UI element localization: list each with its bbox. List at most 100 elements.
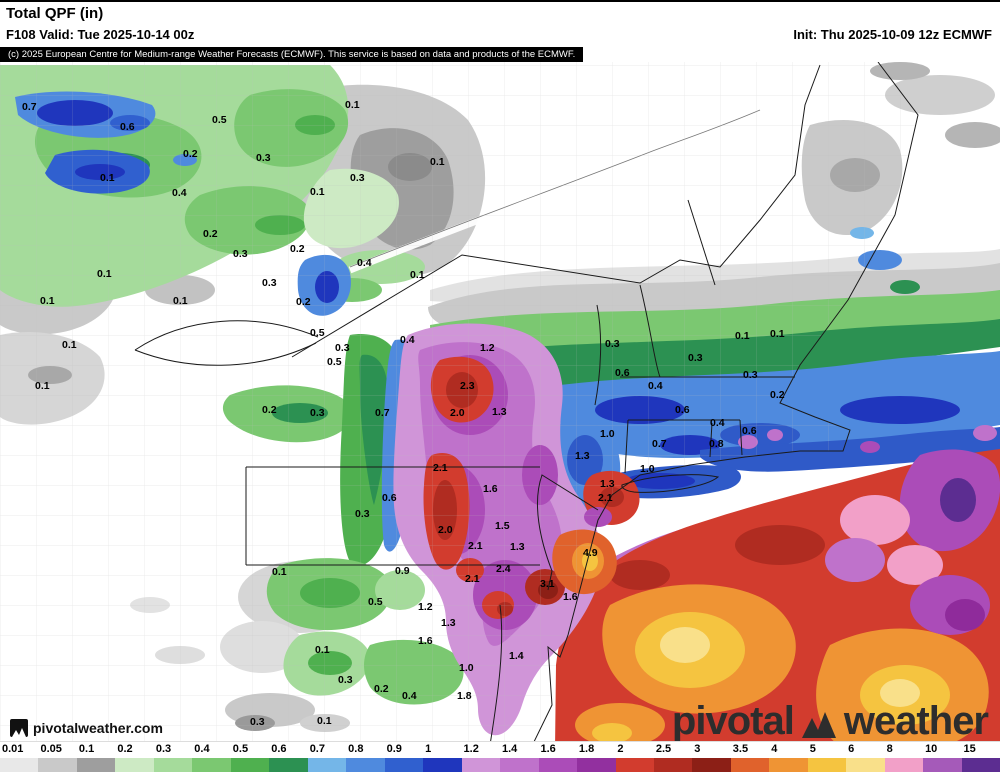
svg-text:0.4: 0.4 [400,334,415,346]
svg-text:0.4: 0.4 [710,417,725,429]
colorbar-segment [384,758,424,772]
svg-text:0.1: 0.1 [40,295,55,307]
colorbar-tick-label: 0.2 [117,743,133,755]
svg-text:3.1: 3.1 [540,578,555,590]
colorbar-tick-label: 1.2 [463,743,479,755]
watermark-text: pivotalweather.com [33,720,163,736]
colorbar-segment [730,758,770,772]
colorbar-tick-label: 0.1 [78,743,95,755]
colorbar-tick-label: 3 [694,743,701,755]
svg-text:0.3: 0.3 [338,674,353,686]
logo-word-pivotal: pivotal [671,699,795,743]
map-area[interactable]: 0.7 0.6 0.5 0.1 0.2 0.3 0.1 0.1 0.4 0.3 0.1 0.2 0.3 0… [0,62,1000,741]
svg-text:0.1: 0.1 [315,644,330,656]
svg-text:0.7: 0.7 [22,101,37,113]
colorbar-segment [846,758,885,772]
svg-text:0.2: 0.2 [770,389,785,401]
svg-text:1.3: 1.3 [575,450,590,462]
svg-text:0.1: 0.1 [317,715,332,727]
svg-text:0.5: 0.5 [327,356,342,368]
svg-text:0.7: 0.7 [375,407,390,419]
svg-text:0.3: 0.3 [335,342,350,354]
svg-text:2.1: 2.1 [433,462,448,474]
logo-word-weather: weather [843,699,989,743]
colorbar-tick-label: 0.6 [271,743,287,755]
svg-text:0.5: 0.5 [212,114,227,126]
colorbar-segment [615,758,654,772]
watermark[interactable]: pivotalweather.com [10,719,163,737]
svg-text:0.3: 0.3 [262,277,277,289]
svg-text:0.4: 0.4 [357,257,372,269]
svg-text:4.9: 4.9 [583,547,598,559]
svg-text:1.8: 1.8 [457,690,472,702]
colorbar-segment [192,758,231,772]
svg-text:0.1: 0.1 [173,295,188,307]
svg-text:0.1: 0.1 [310,186,325,198]
svg-text:0.1: 0.1 [97,268,112,280]
colorbar-labels: 0.01 0.05 0.1 0.2 0.3 0.4 0.5 0.6 0.7 0.8 0.9 1 1.2 1… [0,741,1000,758]
svg-text:0.1: 0.1 [345,99,360,111]
colorbar-tick-label: 0.3 [155,743,172,755]
colorbar-tick-label: 0.9 [386,743,402,755]
svg-text:0.1: 0.1 [770,328,785,340]
svg-text:0.3: 0.3 [350,172,365,184]
svg-text:0.2: 0.2 [374,683,389,695]
colorbar-segment [500,758,539,772]
svg-text:0.1: 0.1 [430,156,445,168]
colorbar-tick-label: 0.4 [194,743,210,755]
svg-text:0.3: 0.3 [743,369,758,381]
svg-text:2.1: 2.1 [598,492,613,504]
colorbar-segment [653,758,693,772]
colorbar-tick-label: 2 [617,743,624,755]
svg-text:0.3: 0.3 [256,152,271,164]
svg-text:1.3: 1.3 [441,617,456,629]
svg-text:0.3: 0.3 [355,508,370,520]
svg-text:1.3: 1.3 [600,478,615,490]
logo-mountain-icon [801,712,836,738]
svg-text:0.8: 0.8 [709,438,724,450]
svg-text:0.2: 0.2 [183,148,198,160]
svg-text:0.4: 0.4 [402,690,417,702]
colorbar-tick-label: 0.05 [40,743,62,755]
colorbar-segment [230,758,270,772]
svg-text:1.2: 1.2 [480,342,495,354]
svg-text:0.9: 0.9 [395,565,410,577]
svg-text:0.1: 0.1 [272,566,287,578]
svg-text:2.4: 2.4 [496,563,511,575]
colorbar-tick-label: 0.5 [232,743,249,755]
colorbar-segment [38,758,77,772]
init-time-label: Init: Thu 2025-10-09 12z ECMWF [793,26,992,42]
colorbar-tick-label: 15 [963,743,976,755]
colorbar-tick-label: 1.6 [540,743,556,755]
colorbar-segment [692,758,731,772]
svg-text:1.0: 1.0 [640,463,655,475]
colorbar-segment [153,758,193,772]
svg-text:1.0: 1.0 [600,428,615,440]
svg-text:0.5: 0.5 [368,596,383,608]
svg-text:0.1: 0.1 [62,339,77,351]
colorbar-segment [884,758,924,772]
svg-text:1.0: 1.0 [459,662,474,674]
colorbar-tick-label: 0.7 [309,743,325,755]
svg-text:0.4: 0.4 [172,187,187,199]
state-borders [134,62,919,741]
colorbar-tick-label: 1.8 [578,743,595,755]
pivotal-logo: pivotal weather [671,699,989,743]
svg-text:0.2: 0.2 [296,296,311,308]
colorbar-segment [461,758,501,772]
svg-text:0.6: 0.6 [615,367,630,379]
svg-text:0.7: 0.7 [652,438,667,450]
qpf-map-image: 0.7 0.6 0.5 0.1 0.2 0.3 0.1 0.1 0.4 0.3 0.1 0.2 0.3 0… [0,62,1000,741]
svg-text:2.1: 2.1 [465,573,480,585]
svg-text:0.3: 0.3 [310,407,325,419]
svg-text:1.6: 1.6 [483,483,498,495]
contour-labels: 0.7 0.6 0.5 0.1 0.2 0.3 0.1 0.1 0.4 0.3 0.1 0.2 0.3 0… [22,99,785,728]
colorbar-segment [769,758,808,772]
colorbar-tick-label: 10 [925,743,938,755]
svg-text:0.3: 0.3 [250,716,265,728]
svg-text:1.3: 1.3 [510,541,525,553]
colorbar-segment [346,758,385,772]
colorbar-segment [577,758,616,772]
colorbar-segment [0,758,39,772]
